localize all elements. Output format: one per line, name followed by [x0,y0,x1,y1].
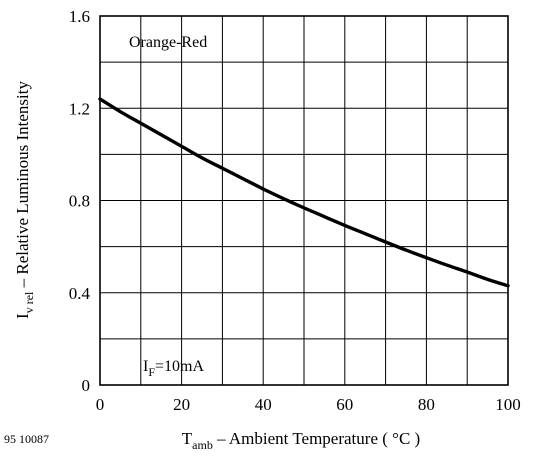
plot-frame [99,15,509,386]
x-axis-symbol: T [182,429,193,448]
x-axis-label: Tamb – Ambient Temperature ( °C ) [182,429,420,452]
condition-value: =10mA [155,358,204,375]
y-axis-text: – Relative Luminous Intensity [13,81,32,292]
x-tick-label: 0 [96,395,105,414]
test-condition-annotation: IF=10mA [143,358,204,379]
series-layer [98,97,510,288]
y-tick-label: 0.4 [69,284,91,303]
figure-id: 95 10087 [4,432,49,446]
y-tick-labels: 0 0.4 0.8 1.2 1.6 [69,7,91,395]
grid [99,15,509,386]
x-tick-label: 80 [418,395,435,414]
luminous-intensity-curve [98,97,510,288]
y-tick-label: 0 [82,376,91,395]
condition-symbol: I [143,358,148,375]
y-tick-label: 1.6 [69,7,90,26]
x-tick-label: 40 [255,395,272,414]
y-axis-label: Iv rel – Relative Luminous Intensity [13,81,36,319]
y-tick-label: 1.2 [69,99,90,118]
x-axis-subscript: amb [192,438,213,452]
condition-subscript: F [148,365,155,379]
series-label-annotation: Orange-Red [129,34,207,51]
x-tick-labels: 0 20 40 60 80 100 [96,395,521,414]
x-tick-label: 20 [173,395,190,414]
y-axis-symbol: I [13,313,32,319]
x-tick-label: 60 [336,395,353,414]
x-tick-label: 100 [495,395,521,414]
y-axis-subscript: v rel [22,291,36,313]
y-tick-label: 0.8 [69,192,90,211]
x-axis-text: – Ambient Temperature ( °C ) [213,429,420,448]
